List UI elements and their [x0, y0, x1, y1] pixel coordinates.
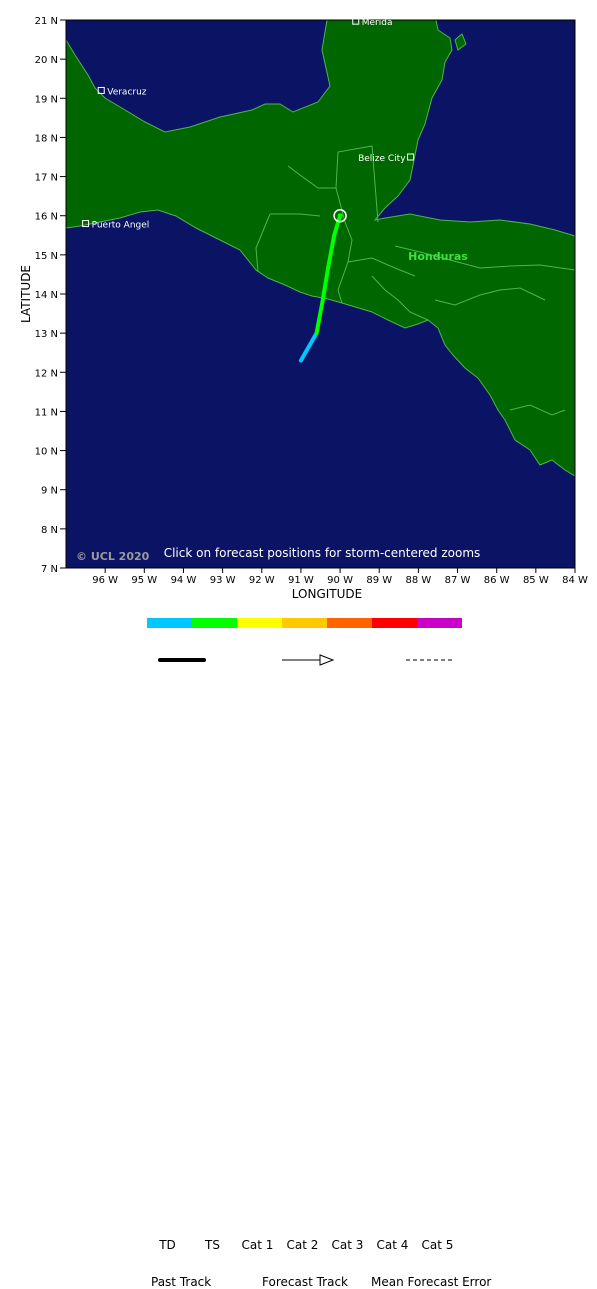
storm-track[interactable]: [298, 208, 347, 363]
city-marker-icon: [82, 220, 90, 228]
lat-tick-label: 15 N: [35, 251, 58, 262]
lat-tick-label: 7 N: [41, 564, 58, 575]
lon-tick-label: 93 W: [210, 575, 236, 586]
region-label-honduras: Honduras: [408, 250, 468, 263]
latitude-axis: 21 N 20 N 19 N 18 N 17 N 16 N 15 N 14 N 13 N 12 N…: [35, 16, 66, 575]
lon-tick-label: 87 W: [445, 575, 471, 586]
country-borders: [255, 145, 576, 416]
lat-tick-label: 14 N: [35, 290, 58, 301]
category-color-bar: [147, 618, 462, 628]
past-track-label: Past Track: [151, 1275, 212, 1289]
city-label: Puerto Angel: [92, 221, 150, 231]
city-markers: Merida Veracruz Belize City Puerto Angel: [82, 17, 415, 231]
city-marker-icon: [407, 153, 415, 161]
category-swatch: [282, 618, 327, 628]
lon-tick-label: 84 W: [562, 575, 588, 586]
city-marker-icon: [352, 17, 360, 25]
category-swatch: [327, 618, 372, 628]
map-canvas[interactable]: 21 N 20 N 19 N 18 N 17 N 16 N 15 N 14 N 13 N 12 N…: [0, 0, 597, 610]
lon-tick-label: 95 W: [131, 575, 157, 586]
storm-track-map[interactable]: 21 N 20 N 19 N 18 N 17 N 16 N 15 N 14 N 13 N 12 N…: [0, 0, 597, 610]
category-label: Cat 4: [376, 1238, 409, 1252]
lat-tick-label: 10 N: [35, 447, 58, 458]
y-axis-label: LATITUDE: [19, 265, 33, 323]
island: [454, 33, 467, 51]
city-marker-icon: [97, 86, 105, 94]
category-label: TD: [159, 1238, 176, 1252]
category-swatch: [192, 618, 237, 628]
category-swatch: [417, 618, 462, 628]
longitude-axis: 96 W 95 W 94 W 93 W 92 W 91 W 90 W 89 W 88 W 87 W…: [65, 19, 588, 586]
category-label: Cat 1: [241, 1238, 274, 1252]
city-label: Veracruz: [107, 87, 147, 97]
zoom-hint-text: Click on forecast positions for storm-ce…: [164, 546, 481, 560]
lat-tick-label: 19 N: [35, 94, 58, 105]
lon-tick-label: 94 W: [171, 575, 197, 586]
lat-tick-label: 8 N: [41, 525, 58, 536]
forecast-track-label: Forecast Track: [262, 1275, 348, 1289]
lat-tick-label: 20 N: [35, 55, 58, 66]
plot-frame: [65, 19, 576, 569]
lat-tick-label: 9 N: [41, 486, 58, 497]
x-axis-label: LONGITUDE: [292, 587, 362, 601]
city-label: Belize City: [358, 154, 406, 164]
lon-tick-label: 89 W: [366, 575, 392, 586]
legend: TD TS Cat 1 Cat 2 Cat 3 Cat 4 Cat 5 Past Track…: [0, 610, 597, 1289]
lon-tick-label: 92 W: [249, 575, 275, 586]
category-label: Cat 5: [421, 1238, 454, 1252]
lat-tick-label: 18 N: [35, 133, 58, 144]
current-position-icon[interactable]: [333, 208, 347, 223]
plot-area[interactable]: [65, 19, 576, 568]
city-label: Merida: [362, 18, 393, 28]
current-position-dot[interactable]: [337, 213, 343, 219]
mean-forecast-error-label: Mean Forecast Error: [371, 1275, 492, 1289]
lat-tick-label: 13 N: [35, 329, 58, 340]
category-label: Cat 2: [286, 1238, 319, 1252]
lon-tick-label: 88 W: [405, 575, 431, 586]
mainland: [65, 19, 576, 477]
lat-tick-label: 11 N: [35, 407, 58, 418]
lat-tick-label: 21 N: [35, 16, 58, 27]
category-label: Cat 3: [331, 1238, 364, 1252]
track-segment[interactable]: [332, 213, 343, 238]
category-swatch: [372, 618, 417, 628]
category-swatch: [237, 618, 282, 628]
lon-tick-label: 91 W: [288, 575, 314, 586]
lat-tick-label: 17 N: [35, 173, 58, 184]
landmass: [65, 19, 576, 477]
copyright-text: © UCL 2020: [76, 550, 150, 563]
lon-tick-label: 90 W: [327, 575, 353, 586]
track-segment[interactable]: [326, 233, 337, 269]
track-segment[interactable]: [320, 264, 331, 304]
track-segment[interactable]: [314, 299, 325, 336]
lat-tick-label: 12 N: [35, 368, 58, 379]
category-swatch: [147, 618, 192, 628]
track-segment[interactable]: [298, 331, 319, 363]
category-label: TS: [205, 1238, 220, 1252]
lon-tick-label: 85 W: [523, 575, 549, 586]
lon-tick-label: 86 W: [484, 575, 510, 586]
lon-tick-label: 96 W: [92, 575, 118, 586]
lat-tick-label: 16 N: [35, 212, 58, 223]
forecast-arrowhead-icon: [319, 654, 335, 666]
